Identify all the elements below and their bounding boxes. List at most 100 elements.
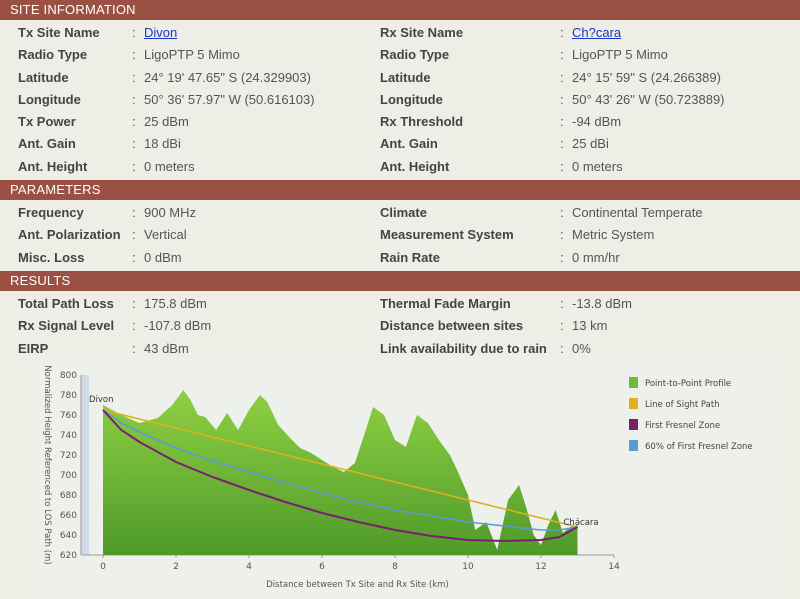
x-tick-label: 2 <box>173 562 179 572</box>
field-value: 50° 43' 26" W (50.723889) <box>572 91 725 107</box>
x-tick-label: 8 <box>392 562 398 572</box>
field-colon: : <box>560 158 564 174</box>
info-row: Ant. Height:0 meters Ant. Height:0 meters <box>0 156 800 178</box>
y-tick-label: 640 <box>60 531 77 541</box>
field-label: Distance between sites <box>380 318 524 334</box>
x-axis-label: Distance between Tx Site and Rx Site (km… <box>266 580 448 590</box>
x-tick-label: 4 <box>246 562 252 572</box>
legend-label: Line of Sight Path <box>645 400 720 410</box>
info-row: Tx Power:25 dBm Rx Threshold: -94 dBm <box>0 111 800 133</box>
field-label: Thermal Fade Margin <box>380 295 511 311</box>
field-label: Misc. Loss <box>18 249 85 265</box>
field-value: LigoPTP 5 Mimo <box>572 47 668 63</box>
field-label: Frequency <box>18 205 84 221</box>
field-label: Ant. Polarization <box>18 227 121 243</box>
x-tick-label: 10 <box>462 562 474 572</box>
site-information-header: SITE INFORMATION <box>0 0 800 20</box>
tx-site-name-link[interactable]: Divon <box>144 25 178 40</box>
field-label: Rx Signal Level <box>18 318 115 334</box>
info-row: Frequency:900 MHz Climate: Continental Tem… <box>0 202 800 224</box>
field-value: 0 mm/hr <box>572 249 620 265</box>
info-row: Rx Signal Level: -107.8 dBm Distance betwe… <box>0 315 800 337</box>
field-colon: : <box>132 295 136 311</box>
field-label: Ant. Gain <box>380 136 438 152</box>
field-label: Latitude <box>18 69 69 85</box>
field-value: 25 dBm <box>144 114 189 130</box>
field-value: 0 meters <box>572 158 623 174</box>
field-label: Rx Threshold <box>380 114 464 130</box>
terrain-profile-area <box>103 390 578 555</box>
field-label: Total Path Loss <box>18 295 114 311</box>
field-value: 50° 36' 57.97" W (50.616103) <box>144 91 315 107</box>
field-label: Rx Site Name <box>380 25 464 40</box>
legend-label: Point-to-Point Profile <box>645 379 731 389</box>
rx-site-label: Chácara <box>564 518 599 528</box>
link-profile-chart: 620 640 660 680 700 720 740 760 780 800 0 2 4 6 8 10 12 1… <box>37 359 773 595</box>
field-label: Ant. Height <box>18 158 88 174</box>
parameters-section: PARAMETERS Frequency:900 MHz Climate: Cont… <box>0 180 800 271</box>
info-row: Longitude:50° 36' 57.97" W (50.616103) Lo… <box>0 89 800 111</box>
results-rows: Total Path Loss:175.8 dBm Thermal Fade Ma… <box>0 291 800 362</box>
site-information-section: SITE INFORMATION Tx Site Name: Divon Rx Si… <box>0 0 800 180</box>
field-value: Continental Temperate <box>572 205 703 221</box>
field-value: Metric System <box>572 227 655 243</box>
field-colon: : <box>560 25 564 40</box>
site-information-rows: Tx Site Name: Divon Rx Site Name: Ch?cara Ra… <box>0 20 800 180</box>
field-colon: : <box>132 205 136 221</box>
parameters-rows: Frequency:900 MHz Climate: Continental Tem… <box>0 200 800 271</box>
info-row: Latitude:24° 19' 47.65" S (24.329903) Lat… <box>0 67 800 89</box>
x-tick-label: 12 <box>535 562 546 572</box>
field-label: Longitude <box>18 91 81 107</box>
field-value: 18 dBi <box>144 136 181 152</box>
field-colon: : <box>560 318 564 334</box>
field-colon: : <box>132 136 136 152</box>
legend-label: First Fresnel Zone <box>645 421 720 431</box>
field-value: 900 MHz <box>144 205 197 221</box>
field-value: -107.8 dBm <box>144 318 212 334</box>
field-colon: : <box>560 69 564 85</box>
info-row: Misc. Loss:0 dBm Rain Rate:0 mm/hr <box>0 247 800 269</box>
x-tick-label: 6 <box>319 562 325 572</box>
tx-site-link[interactable]: Divon <box>144 25 177 40</box>
y-tick-label: 700 <box>60 471 77 481</box>
field-label: Radio Type <box>380 47 450 63</box>
tx-tower-strip <box>81 375 89 555</box>
results-header: RESULTS <box>0 270 800 291</box>
field-value: -94 dBm <box>572 114 622 130</box>
field-label: Ant. Gain <box>18 136 76 152</box>
link-profile-chart-svg: 620 640 660 680 700 720 740 760 780 800 0 2 4 6 8 10 12 1… <box>42 365 753 590</box>
legend-swatch <box>629 398 638 409</box>
field-value: LigoPTP 5 Mimo <box>144 47 240 63</box>
field-label: Link availability due to rain <box>380 340 547 356</box>
field-colon: : <box>560 136 564 152</box>
y-axis-label: Normalized Height Referenced to LOS Path… <box>42 365 52 564</box>
series-line-3 <box>102 409 578 531</box>
field-label: Radio Type <box>18 47 88 63</box>
field-label: Climate <box>380 205 427 221</box>
field-label: Tx Power <box>18 114 76 130</box>
field-colon: : <box>132 318 136 334</box>
x-tick-label: 14 <box>608 562 620 572</box>
rx-site-link[interactable]: Ch?cara <box>572 25 621 40</box>
field-value: 175.8 dBm <box>144 295 207 311</box>
y-tick-label: 720 <box>60 451 77 461</box>
field-colon: : <box>132 227 136 243</box>
field-value: 0 meters <box>144 158 195 174</box>
legend-swatch <box>629 377 638 388</box>
field-value: 24° 19' 47.65" S (24.329903) <box>144 69 311 85</box>
field-value: Vertical <box>144 227 187 243</box>
field-value: 25 dBi <box>572 136 609 152</box>
field-colon: : <box>560 205 564 221</box>
field-label: Ant. Height <box>380 158 450 174</box>
rx-site-name-link[interactable]: Ch?cara <box>572 25 622 40</box>
y-tick-label: 760 <box>60 411 77 421</box>
field-value: 13 km <box>572 318 608 334</box>
field-value: 24° 15' 59" S (24.266389) <box>572 69 721 85</box>
field-label: Longitude <box>380 91 443 107</box>
field-colon: : <box>132 47 136 63</box>
results-section: RESULTS Total Path Loss:175.8 dBm Thermal… <box>0 270 800 362</box>
field-colon: : <box>132 25 136 40</box>
y-tick-label: 680 <box>60 491 77 501</box>
legend-label: 60% of First Fresnel Zone <box>645 442 753 452</box>
x-tick-label: 0 <box>100 562 106 572</box>
